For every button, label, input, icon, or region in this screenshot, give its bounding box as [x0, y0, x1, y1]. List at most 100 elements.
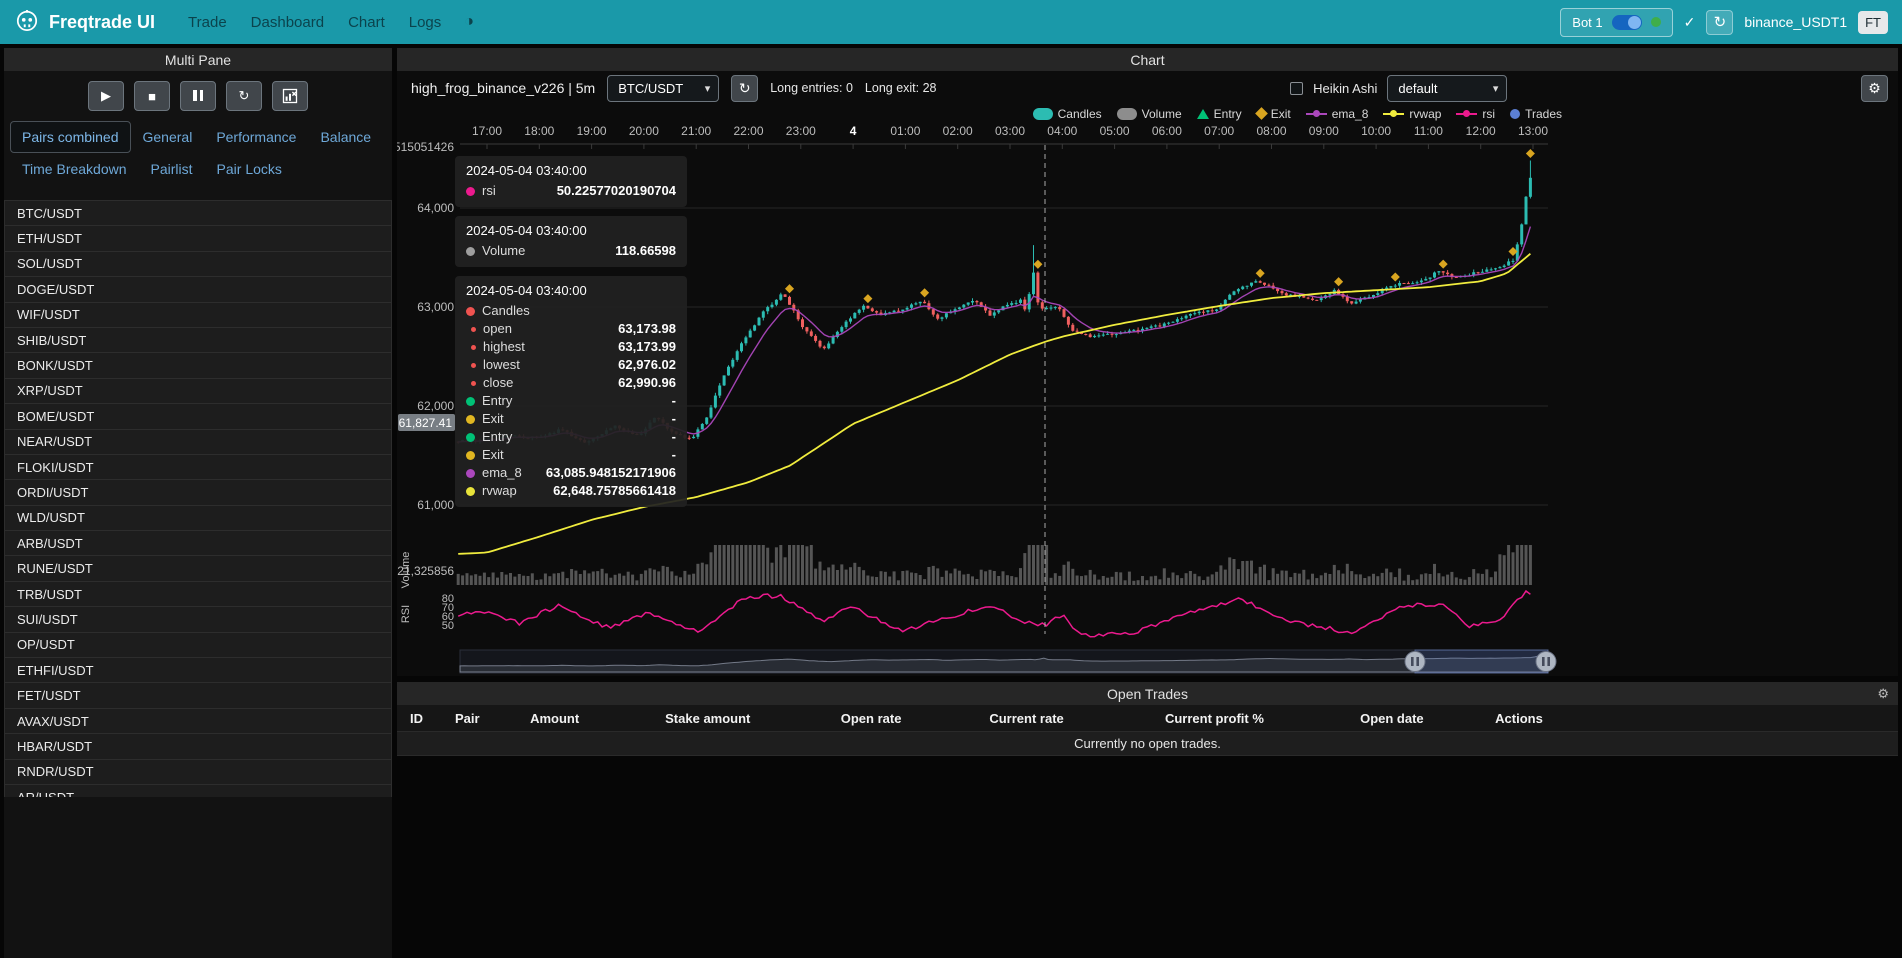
candles-series [456, 160, 1532, 446]
pair-list-item-fet-usdt[interactable]: FET/USDT [4, 683, 392, 709]
tab-pairlist[interactable]: Pairlist [150, 161, 193, 177]
bot-selector[interactable]: Bot 1 [1560, 7, 1673, 37]
legend-label: Trades [1525, 106, 1562, 121]
navbar-right: Bot 1 ✓ ↻ binance_USDT1 FT [1560, 7, 1888, 37]
chevron-down-icon: ▾ [1492, 82, 1499, 95]
legend-label: Candles [1057, 106, 1102, 121]
column-header-pair[interactable]: Pair [455, 710, 480, 726]
pair-list-item-bonk-usdt[interactable]: BONK/USDT [4, 353, 392, 379]
refresh-chart-button[interactable]: ↻ [731, 74, 759, 102]
column-header-id[interactable]: ID [410, 710, 423, 726]
pair-list-item-sui-usdt[interactable]: SUI/USDT [4, 607, 392, 633]
nav-item-trade[interactable]: Trade [188, 13, 227, 31]
pair-list-item-avax-usdt[interactable]: AVAX/USDT [4, 708, 392, 735]
pair-list-item-op-usdt[interactable]: OP/USDT [4, 632, 392, 659]
stop-bot-button[interactable]: ■ [134, 81, 170, 111]
pair-list-item-eth-usdt[interactable]: ETH/USDT [4, 226, 392, 252]
chart-plot-area[interactable]: 17:00 18:00 19:00 20:00 21:00 22:00 23:00 4 01:0… [397, 118, 1898, 676]
pair-list-item-bome-usdt[interactable]: BOME/USDT [4, 404, 392, 430]
x-tick-label: 02:00 [943, 124, 973, 138]
column-header-open-rate[interactable]: Open rate [840, 710, 902, 726]
force-exit-button[interactable] [272, 81, 308, 111]
pair-list-item-near-usdt[interactable]: NEAR/USDT [4, 429, 392, 455]
chart-settings-button[interactable]: ⚙ [1860, 74, 1888, 102]
pair-list-item-shib-usdt[interactable]: SHIB/USDT [4, 327, 392, 354]
column-header-current-profit[interactable]: Current profit % [1164, 710, 1264, 726]
tab-general[interactable]: General [142, 129, 193, 145]
rsi-axis-title: RSI [400, 605, 412, 623]
pair-list-item-btc-usdt[interactable]: BTC/USDT [4, 201, 392, 227]
app-brand[interactable]: Freqtrade UI [14, 9, 155, 35]
y-axis-label: 61,000 [417, 498, 454, 512]
column-header-amount[interactable]: Amount [530, 710, 580, 726]
datazoom-handle[interactable] [1404, 651, 1426, 672]
candles-legend-marker [1032, 107, 1053, 120]
tab-pairs-combined[interactable]: Pairs combined [10, 121, 131, 153]
pair-list-item-wif-usdt[interactable]: WIF/USDT [4, 302, 392, 328]
legend-label: Entry [1213, 106, 1242, 121]
legend-item-trades[interactable]: Trades [1510, 107, 1562, 121]
chevron-down-icon: ▾ [704, 82, 711, 95]
rsi-legend-marker [1456, 109, 1478, 119]
column-header-stake-amount[interactable]: Stake amount [665, 710, 751, 726]
nav-item-logs[interactable]: Logs [408, 13, 442, 31]
axis-pointer-price-tag: 61,827.41 [398, 414, 455, 431]
legend-label: rsi [1482, 106, 1496, 121]
ema-8-legend-marker [1305, 109, 1327, 119]
nav-item-chart[interactable]: Chart [348, 13, 385, 31]
legend-item-rsi[interactable]: rsi [1456, 107, 1495, 121]
pause-bot-button[interactable] [180, 81, 216, 111]
pair-select[interactable]: BTC/USDT ▾ [607, 74, 720, 102]
legend-item-candles[interactable]: Candles [1032, 106, 1102, 121]
legend-item-exit[interactable]: Exit [1254, 107, 1291, 121]
pair-list-item-floki-usdt[interactable]: FLOKI/USDT [4, 454, 392, 481]
pair-list-item-rune-usdt[interactable]: RUNE/USDT [4, 556, 392, 582]
long-exits-label: Long exit: 28 [864, 81, 937, 95]
pair-list-item-ethfi-usdt[interactable]: ETHFI/USDT [4, 658, 392, 684]
plot-config-select[interactable]: default ▾ [1387, 74, 1508, 102]
legend-item-ema-8[interactable]: ema_8 [1305, 107, 1368, 121]
tab-balance[interactable]: Balance [320, 129, 372, 145]
nav-item-dashboard[interactable]: Dashboard [250, 13, 325, 31]
plot-config-value: default [1398, 80, 1438, 96]
x-tick-label: 19:00 [577, 124, 607, 138]
pair-list-item-trb-usdt[interactable]: TRB/USDT [4, 581, 392, 608]
pair-list-item-xrp-usdt[interactable]: XRP/USDT [4, 378, 392, 405]
pair-list-item-arb-usdt[interactable]: ARB/USDT [4, 531, 392, 557]
pair-list-item-rndr-usdt[interactable]: RNDR/USDT [4, 759, 392, 785]
user-avatar[interactable]: FT [1858, 10, 1888, 34]
start-bot-button[interactable]: ▶ [88, 81, 124, 111]
pause-icon [192, 89, 205, 104]
legend-item-volume[interactable]: Volume [1116, 107, 1182, 121]
bot-toggle[interactable] [1611, 14, 1642, 30]
reload-config-button[interactable]: ↻ [226, 81, 262, 111]
pair-list-item-wld-usdt[interactable]: WLD/USDT [4, 505, 392, 532]
x-tick-label: 03:00 [995, 124, 1025, 138]
open-trades-empty-message: Currently no open trades. [1074, 736, 1221, 751]
heikin-ashi-checkbox[interactable] [1290, 81, 1304, 95]
tab-performance[interactable]: Performance [216, 129, 297, 145]
column-header-current-rate[interactable]: Current rate [989, 710, 1064, 726]
pair-list-item-hbar-usdt[interactable]: HBAR/USDT [4, 734, 392, 760]
tab-time-breakdown[interactable]: Time Breakdown [22, 161, 127, 177]
pair-list-item-ar-usdt[interactable]: AR/USDT [4, 784, 392, 797]
legend-item-entry[interactable]: Entry [1196, 106, 1242, 121]
multi-pane-tabs: Pairs combined General Performance Balance T… [4, 119, 392, 187]
column-header-open-date[interactable]: Open date [1360, 710, 1424, 726]
tab-pair-locks[interactable]: Pair Locks [216, 161, 282, 177]
rsi-tick-label: 80 [442, 593, 454, 605]
chart-legend: Candles Volume Entry Exit ema_8 rvwap rsi Trade… [397, 105, 1898, 122]
refresh-all-button[interactable]: ↻ [1706, 9, 1734, 35]
legend-item-rvwap[interactable]: rvwap [1383, 107, 1441, 121]
y-axis-labels: 515051426 64,000 63,000 62,000 61,000 21,3258… [397, 140, 454, 632]
price-chart-canvas[interactable]: 17:00 18:00 19:00 20:00 21:00 22:00 23:00 4 01:0… [397, 118, 1898, 676]
pair-list-item-sol-usdt[interactable]: SOL/USDT [4, 251, 392, 278]
column-header-actions[interactable]: Actions [1495, 710, 1543, 726]
open-trades-table-header: ID Pair Amount Stake amount Open rate Current… [397, 705, 1898, 732]
datazoom-handle[interactable] [1535, 651, 1557, 672]
pair-list-item-doge-usdt[interactable]: DOGE/USDT [4, 277, 392, 303]
pair-list-item-ordi-usdt[interactable]: ORDI/USDT [4, 480, 392, 506]
x-tick-label: 07:00 [1204, 124, 1234, 138]
theme-toggle-icon[interactable]: ◑ [464, 13, 474, 30]
gear-icon[interactable]: ⚙ [1877, 685, 1889, 701]
